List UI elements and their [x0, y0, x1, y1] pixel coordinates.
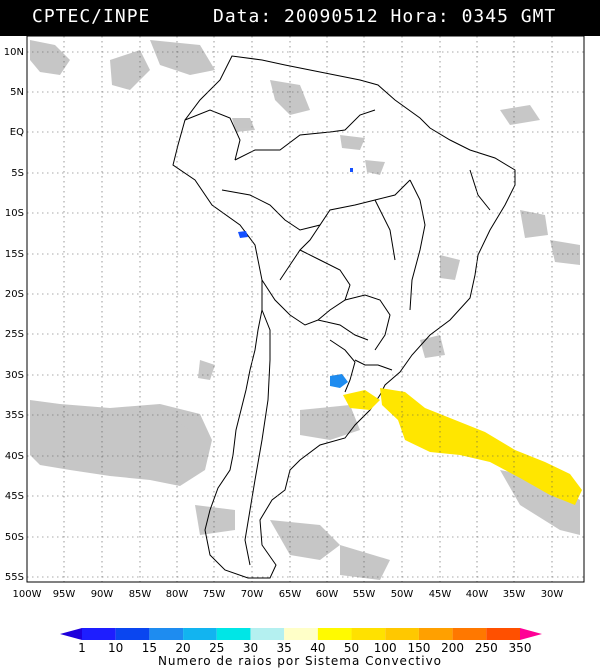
legend-swatch	[250, 628, 285, 640]
yellow-convective-cell	[343, 390, 380, 410]
legend-tick-label: 30	[243, 641, 258, 655]
legend-left-arrow	[60, 628, 82, 640]
lon-label: 85W	[129, 589, 152, 600]
longitude-labels: 100W 95W 90W 85W 80W 75W 70W 65W 60W 55W…	[13, 589, 564, 600]
legend-tick-label: 35	[277, 641, 292, 655]
blue-convective-cell	[350, 168, 353, 172]
lon-label: 95W	[53, 589, 76, 600]
color-legend: 1 10 15 20 25 30 35 40 50 100 150 200 250 350	[60, 628, 542, 655]
lat-label: 30S	[5, 370, 24, 381]
lat-label: 5N	[10, 87, 24, 98]
legend-swatch	[351, 628, 386, 640]
lon-label: 80W	[166, 589, 189, 600]
lon-label: 70W	[241, 589, 264, 600]
latitude-labels: 10N 5N EQ 5S 10S 15S 20S 25S 30S 35S 40S…	[4, 47, 24, 583]
legend-tick-label: 20	[175, 641, 190, 655]
lat-label: 50S	[5, 532, 24, 543]
yellow-convective-band	[380, 388, 582, 505]
blue-convective-cell	[330, 374, 348, 388]
legend-tick-label: 200	[441, 641, 464, 655]
lat-label: 10N	[4, 47, 24, 58]
source-label: CPTEC/INPE	[32, 6, 151, 27]
blue-convective-cell	[238, 231, 248, 238]
legend-swatch	[284, 628, 318, 640]
cloud-cover	[30, 40, 580, 580]
legend-tick-label: 100	[374, 641, 397, 655]
lon-label: 100W	[13, 589, 42, 600]
legend-tick-label: 15	[142, 641, 157, 655]
lat-label: 20S	[5, 289, 24, 300]
legend-tick-label: 25	[209, 641, 224, 655]
lat-label: 15S	[5, 249, 24, 260]
legend-tick-label: 1	[78, 641, 86, 655]
lon-label: 45W	[429, 589, 452, 600]
map-background	[27, 36, 584, 582]
legend-swatch	[82, 628, 116, 640]
legend-swatch	[452, 628, 487, 640]
legend-swatch	[183, 628, 217, 640]
map-frame	[26, 36, 585, 583]
lat-label: EQ	[10, 127, 24, 138]
legend-tick-label: 40	[310, 641, 325, 655]
lat-label: 10S	[5, 208, 24, 219]
lat-label: 55S	[5, 572, 24, 583]
lat-label: 40S	[5, 451, 24, 462]
lat-label: 5S	[11, 168, 24, 179]
lon-label: 65W	[279, 589, 302, 600]
legend-tick-label: 350	[509, 641, 532, 655]
lon-label: 90W	[91, 589, 114, 600]
lon-label: 50W	[391, 589, 414, 600]
legend-right-arrow	[520, 628, 542, 640]
legend-tick-label: 150	[407, 641, 430, 655]
lon-label: 60W	[316, 589, 339, 600]
legend-swatch	[385, 628, 419, 640]
legend-tick-label: 250	[475, 641, 498, 655]
date-time-label: Data: 20090512 Hora: 0345 GMT	[213, 6, 557, 27]
lon-label: 55W	[353, 589, 376, 600]
lon-label: 75W	[203, 589, 226, 600]
lon-label: 30W	[541, 589, 564, 600]
graticule	[27, 36, 584, 582]
title-bar: CPTEC/INPE Data: 20090512 Hora: 0345 GMT	[0, 0, 600, 36]
legend-swatch	[115, 628, 150, 640]
lon-label: 40W	[466, 589, 489, 600]
lat-label: 35S	[5, 410, 24, 421]
legend-title: Numero de raios por Sistema Convectivo	[157, 654, 443, 668]
legend-swatch	[486, 628, 520, 640]
lat-label: 45S	[5, 491, 24, 502]
legend-swatch	[216, 628, 251, 640]
map-canvas: 10N 5N EQ 5S 10S 15S 20S 25S 30S 35S 40S…	[4, 36, 585, 600]
convective-systems	[238, 168, 582, 505]
legend-tick-label: 50	[344, 641, 359, 655]
legend-swatch	[149, 628, 184, 640]
lon-label: 35W	[503, 589, 526, 600]
legend-swatch	[317, 628, 352, 640]
legend-tick-label: 10	[108, 641, 123, 655]
legend-swatch	[418, 628, 453, 640]
land-boundaries	[172, 55, 516, 579]
lat-label: 25S	[5, 329, 24, 340]
